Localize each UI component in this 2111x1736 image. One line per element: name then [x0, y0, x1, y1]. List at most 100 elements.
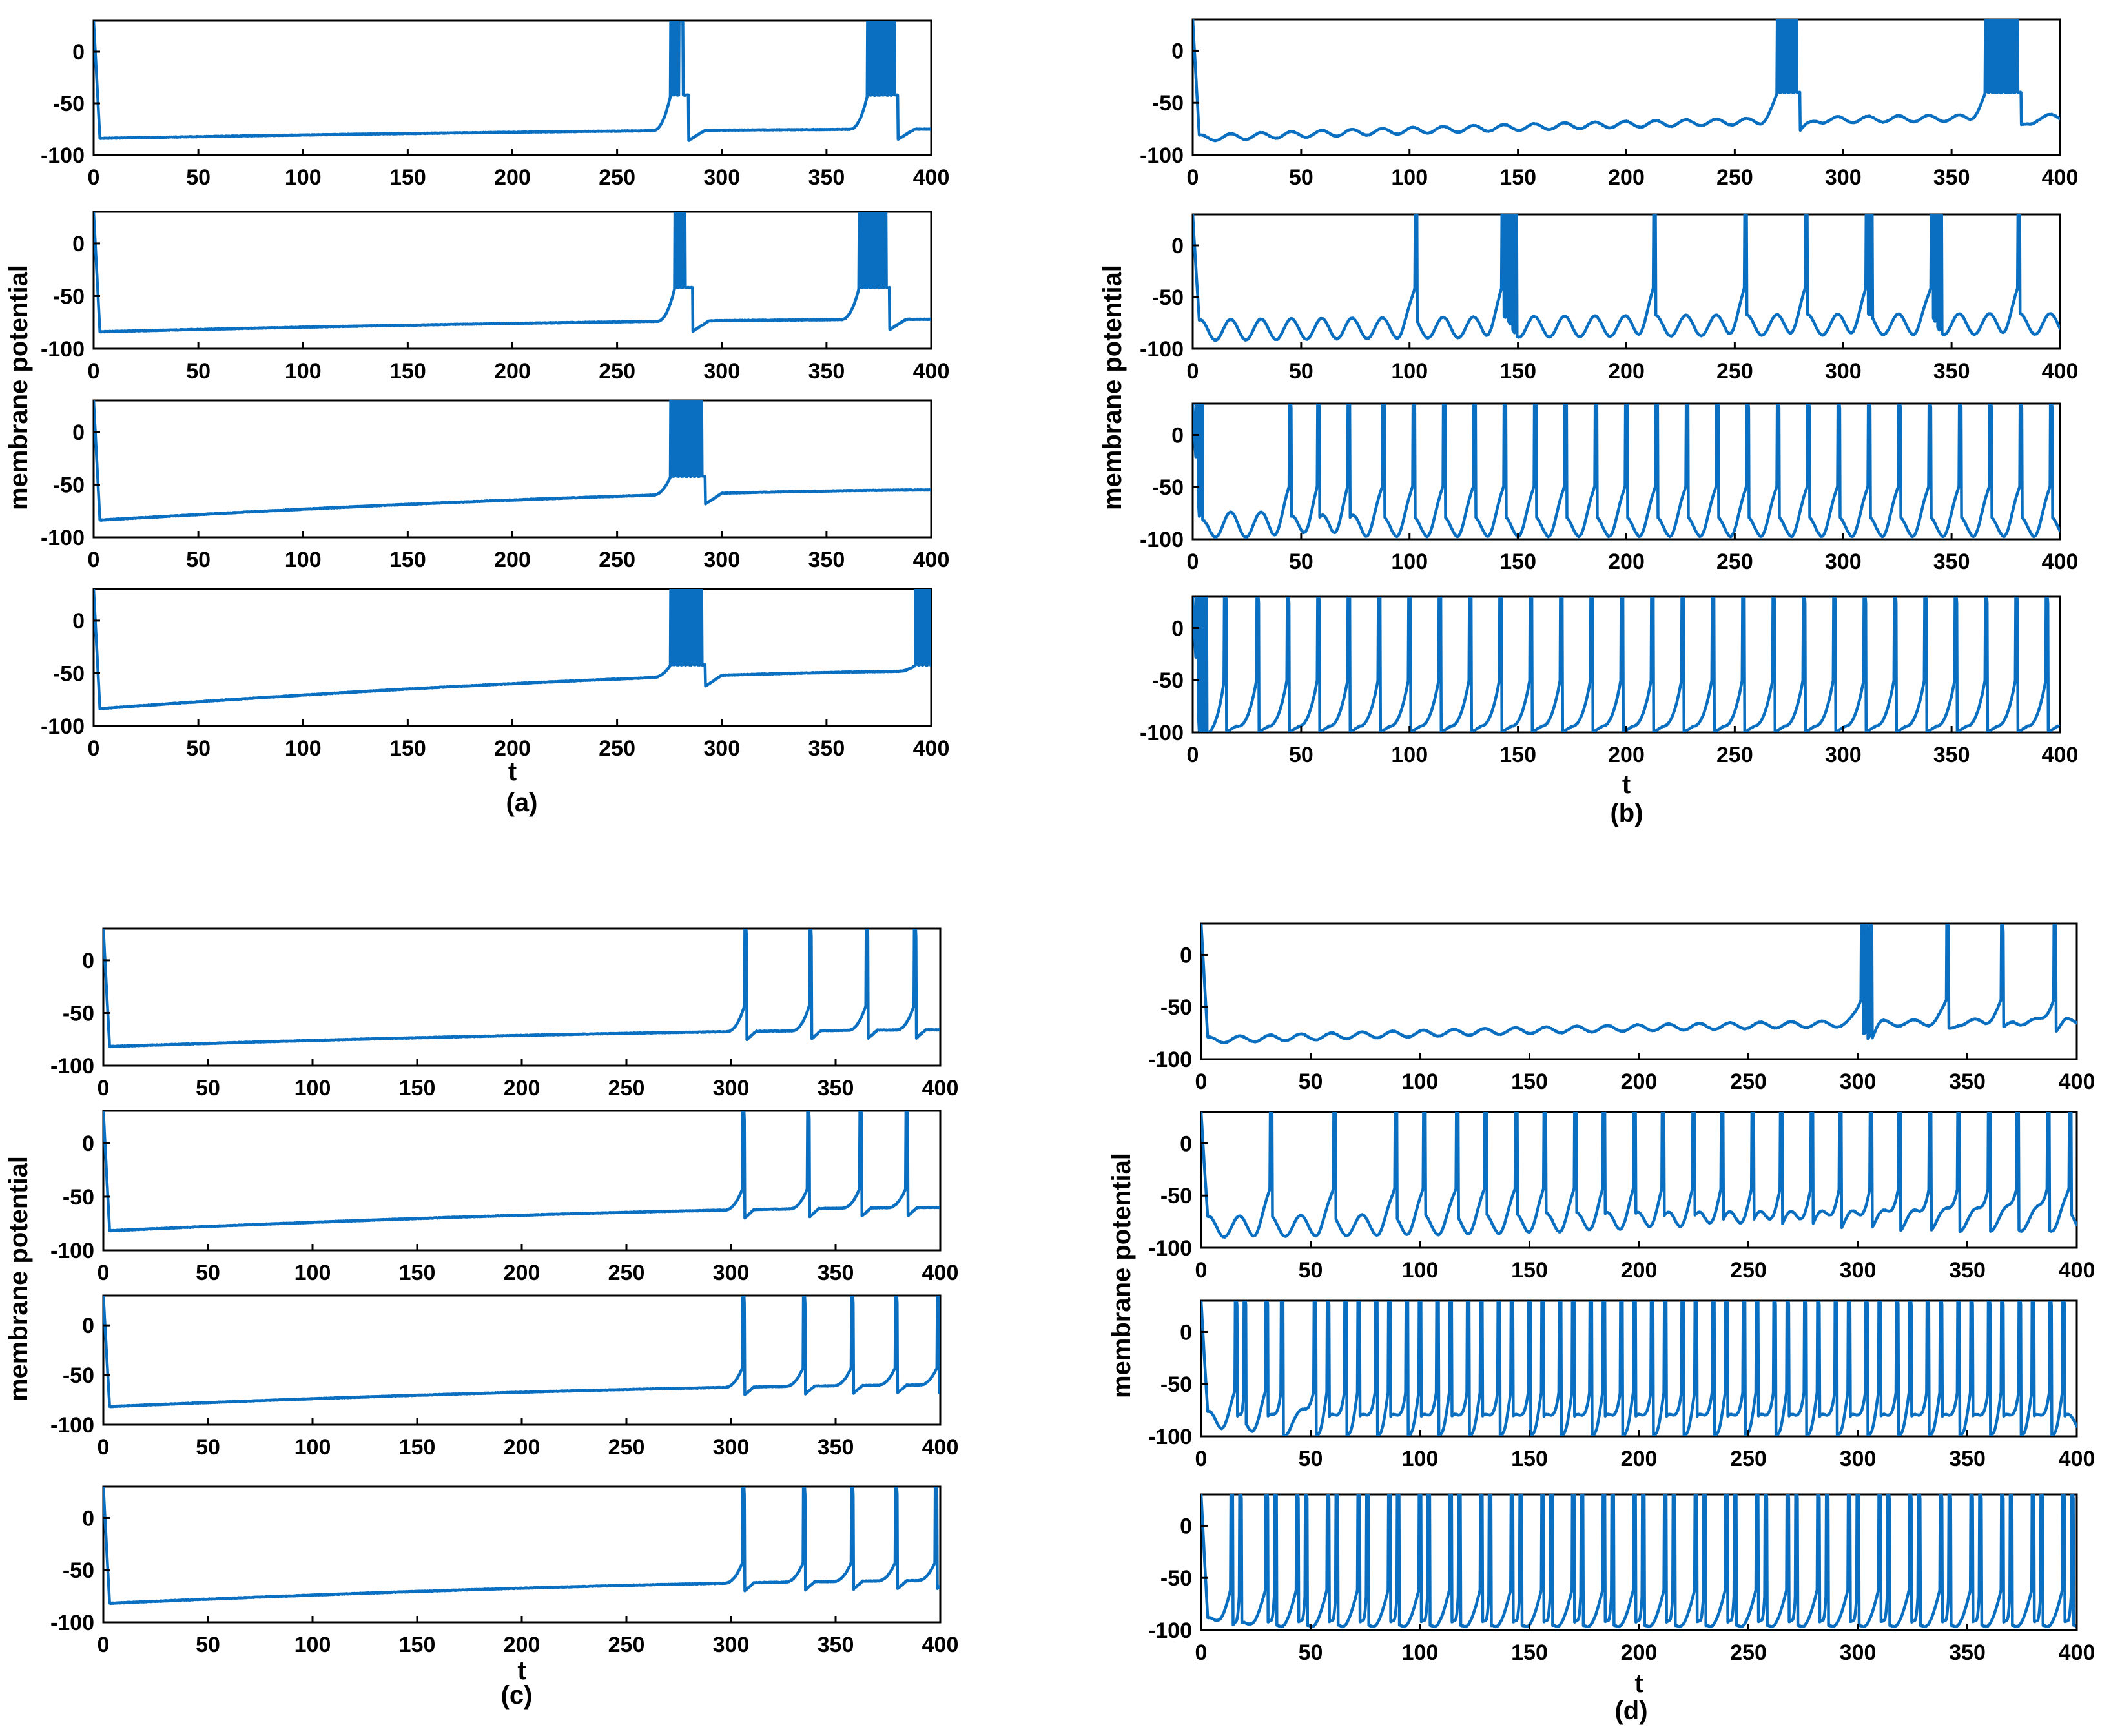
y-tick-label: 0 [1180, 1320, 1192, 1345]
subplot-4: 0 50 100 150 200 250 300 350 400 -100 -50 0 [1140, 595, 2078, 767]
x-tick-label: 300 [713, 1076, 750, 1100]
x-tick-label: 100 [285, 548, 322, 572]
x-axis-title: t [517, 1657, 526, 1685]
x-tick-label: 100 [1391, 743, 1428, 767]
trace-neuron-4 [94, 589, 931, 710]
x-tick-label: 50 [1299, 1070, 1323, 1094]
subplot-3: 0 50 100 150 200 250 300 350 400 -100 -50 0 [1140, 402, 2079, 574]
x-tick-label: 50 [196, 1261, 220, 1285]
trace-neuron-1 [103, 929, 940, 1048]
y-tick-label: 0 [72, 40, 85, 65]
y-tick-label: 0 [1171, 616, 1184, 641]
y-tick-label: -100 [1148, 1236, 1192, 1261]
y-axis-title: membrane potential [1098, 265, 1127, 510]
trace-neuron-4 [1201, 1494, 2077, 1629]
trace-neuron-3 [94, 400, 931, 522]
y-tick-label: -100 [50, 1239, 94, 1263]
x-tick-label: 300 [1825, 743, 1862, 767]
subplot-2: 0 50 100 150 200 250 300 350 400 -100 -50 0 [50, 1110, 958, 1285]
x-axis-title: t [508, 758, 517, 786]
x-tick-label: 0 [88, 548, 100, 572]
trace-neuron-1 [1201, 924, 2077, 1044]
x-tick-label: 0 [1195, 1258, 1208, 1283]
x-tick-label: 0 [88, 165, 100, 190]
x-tick-label: 300 [1840, 1070, 1877, 1094]
x-tick-label: 0 [1195, 1447, 1208, 1471]
x-tick-label: 200 [494, 736, 531, 761]
x-tick-label: 400 [913, 736, 950, 761]
x-tick-label: 50 [1299, 1640, 1323, 1665]
subplot-4: 0 50 100 150 200 250 300 350 400 -100 -50 0 [50, 1485, 958, 1657]
x-tick-label: 150 [1499, 165, 1536, 190]
x-tick-label: 0 [1195, 1640, 1208, 1665]
x-tick-label: 400 [2042, 359, 2079, 384]
y-tick-label: 0 [82, 1132, 94, 1156]
trace-neuron-3 [103, 1296, 940, 1409]
x-tick-label: 50 [1299, 1258, 1323, 1283]
panel-c: 0 50 100 150 200 250 300 350 400 -100 -50 0 0 50 100 15… [5, 927, 959, 1710]
axes-frame [1191, 213, 2061, 350]
x-tick-label: 200 [1621, 1258, 1658, 1283]
y-tick-label: -50 [1152, 285, 1184, 310]
trace-neuron-1 [1193, 19, 2060, 143]
x-tick-label: 0 [1187, 550, 1199, 574]
x-tick-label: 200 [1621, 1640, 1658, 1665]
x-tick-label: 350 [1933, 359, 1970, 384]
trace-neuron-4 [103, 1487, 940, 1606]
x-tick-label: 400 [913, 548, 950, 572]
y-tick-label: -50 [63, 1185, 94, 1210]
x-tick-label: 300 [703, 359, 740, 384]
y-tick-label: -50 [63, 1001, 94, 1026]
axes-frame [102, 1485, 942, 1624]
y-tick-label: -50 [1152, 475, 1184, 500]
x-tick-label: 100 [1391, 550, 1428, 574]
y-tick-label: 0 [82, 1506, 94, 1531]
axes-frame [102, 1294, 942, 1426]
y-tick-label: -100 [1140, 528, 1184, 552]
x-tick-label: 300 [713, 1435, 750, 1460]
trace-neuron-2 [103, 1111, 940, 1233]
x-tick-label: 400 [922, 1076, 959, 1100]
x-tick-label: 400 [2042, 550, 2079, 574]
x-tick-label: 200 [494, 359, 531, 384]
x-tick-label: 350 [818, 1633, 854, 1657]
x-tick-label: 250 [608, 1435, 645, 1460]
x-tick-label: 200 [494, 165, 531, 190]
x-tick-label: 50 [1299, 1447, 1323, 1471]
x-tick-label: 150 [1499, 359, 1536, 384]
x-tick-label: 250 [599, 165, 635, 190]
x-tick-label: 350 [1949, 1447, 1986, 1471]
x-tick-label: 350 [1933, 550, 1970, 574]
y-tick-label: 0 [1180, 1132, 1192, 1156]
subplot-2: 0 50 100 150 200 250 300 350 400 -100 -50 0 [41, 211, 949, 384]
x-tick-label: 350 [1933, 165, 1970, 190]
x-tick-label: 50 [1289, 550, 1313, 574]
x-tick-label: 200 [504, 1261, 541, 1285]
x-tick-label: 50 [186, 736, 211, 761]
y-tick-label: -50 [53, 284, 85, 309]
y-tick-label: -50 [53, 92, 85, 116]
x-tick-label: 250 [1730, 1258, 1767, 1283]
x-tick-label: 350 [808, 548, 845, 572]
y-tick-label: 0 [82, 1314, 94, 1338]
y-tick-label: -50 [1152, 91, 1184, 116]
x-tick-label: 100 [1402, 1258, 1439, 1283]
x-tick-label: 0 [1187, 743, 1199, 767]
trace-neuron-3 [1193, 404, 2060, 539]
x-tick-label: 150 [399, 1076, 436, 1100]
x-tick-label: 200 [1608, 743, 1645, 767]
y-tick-label: -50 [1152, 668, 1184, 693]
y-tick-label: 0 [1180, 1514, 1192, 1538]
x-tick-label: 100 [1402, 1070, 1439, 1094]
trace-neuron-1 [94, 21, 931, 142]
x-tick-label: 350 [808, 359, 845, 384]
x-tick-label: 350 [818, 1076, 854, 1100]
x-tick-label: 250 [599, 359, 635, 384]
x-tick-label: 100 [1391, 359, 1428, 384]
panel-label: (b) [1610, 799, 1643, 827]
x-tick-label: 300 [703, 736, 740, 761]
x-tick-label: 100 [1402, 1640, 1439, 1665]
x-tick-label: 250 [608, 1076, 645, 1100]
x-tick-label: 400 [2059, 1070, 2096, 1094]
